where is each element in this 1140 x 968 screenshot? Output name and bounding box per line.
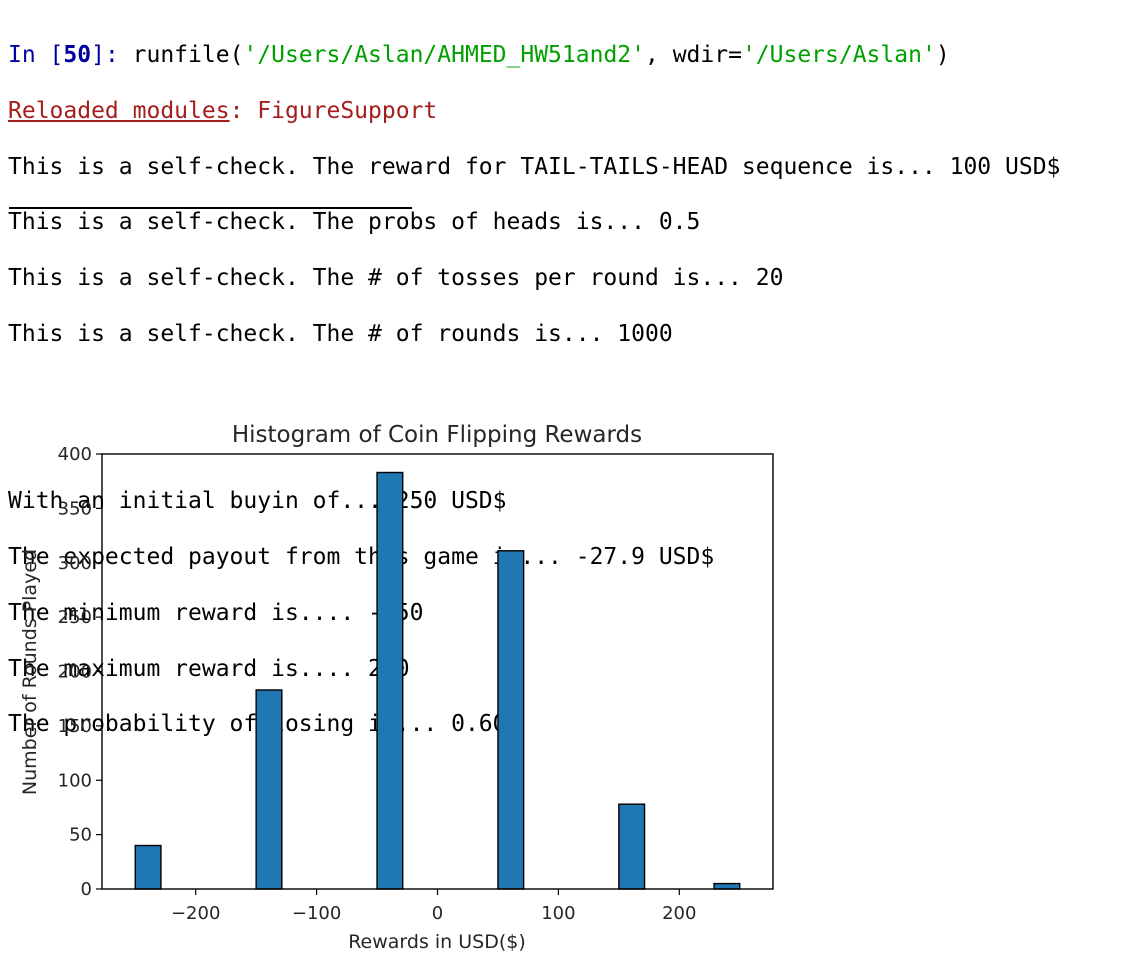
plot-frame (101, 453, 774, 890)
histogram-bar (497, 550, 525, 890)
y-tick-label: 350 (58, 498, 92, 519)
y-tick-label: 300 (58, 553, 92, 574)
y-tick-label: 200 (58, 662, 92, 683)
y-tick-label: 0 (81, 879, 92, 900)
command-arg-file: '/Users/Aslan/AHMED_HW51and2' (243, 41, 645, 68)
reloaded-modules-list: : FigureSupport (229, 97, 438, 124)
bars-group (134, 471, 741, 890)
blank-line (8, 377, 1060, 405)
y-axis-label: Number of Rounds Played (19, 549, 41, 795)
result-line: The maximum reward is.... 250 (8, 655, 410, 682)
self-check-line: This is a self-check. The probs of heads… (8, 209, 701, 236)
input-prompt-line: In [50]: runfile('/Users/Aslan/AHMED_HW5… (8, 42, 1060, 70)
x-tick-label: −200 (171, 903, 220, 924)
y-tick-label: 100 (58, 770, 92, 791)
x-tick-label: 100 (541, 903, 575, 924)
prompt-label: In [ (8, 41, 64, 68)
reloaded-modules-line: Reloaded modules: FigureSupport (8, 98, 1060, 126)
command-call-start: runfile( (132, 41, 244, 68)
separator-rule (9, 207, 412, 209)
console-output: In [50]: runfile('/Users/Aslan/AHMED_HW5… (8, 14, 1060, 767)
command-arg-separator: , wdir= (645, 41, 742, 68)
self-check-line: This is a self-check. The # of tosses pe… (8, 265, 784, 292)
y-tick-label: 150 (58, 716, 92, 737)
y-tick-label: 250 (58, 607, 92, 628)
prompt-close: ]: (91, 41, 133, 68)
histogram-bar (255, 689, 283, 890)
histogram-bar (713, 882, 741, 890)
command-arg-wdir: '/Users/Aslan' (741, 41, 936, 68)
x-tick-label: −100 (292, 903, 341, 924)
x-axis-label: Rewards in USD($) (348, 931, 526, 953)
x-tick-label: 200 (662, 903, 696, 924)
result-line: The minimum reward is.... -250 (8, 599, 424, 626)
prompt-number: 50 (63, 41, 92, 68)
histogram-bar (376, 471, 404, 890)
reloaded-modules-link[interactable]: Reloaded modules (8, 97, 230, 124)
histogram-bar (618, 803, 646, 890)
chart-title: Histogram of Coin Flipping Rewards (232, 422, 642, 448)
x-tick-label: 0 (432, 903, 443, 924)
command-call-end: ) (935, 41, 950, 68)
histogram-chart: Histogram of Coin Flipping Rewards Rewar… (19, 422, 774, 953)
result-line: With an initial buyin of... 250 USD$ (8, 488, 507, 515)
histogram-bar (134, 844, 162, 890)
self-check-line: This is a self-check. The reward for TAI… (8, 153, 1061, 180)
self-check-line: This is a self-check. The # of rounds is… (8, 320, 673, 347)
ticks-group: −200 −100 0 100 200 0 50 100 150 200 250 300 350 400 (58, 444, 697, 924)
y-tick-label: 400 (58, 444, 92, 465)
y-tick-label: 50 (69, 825, 92, 846)
